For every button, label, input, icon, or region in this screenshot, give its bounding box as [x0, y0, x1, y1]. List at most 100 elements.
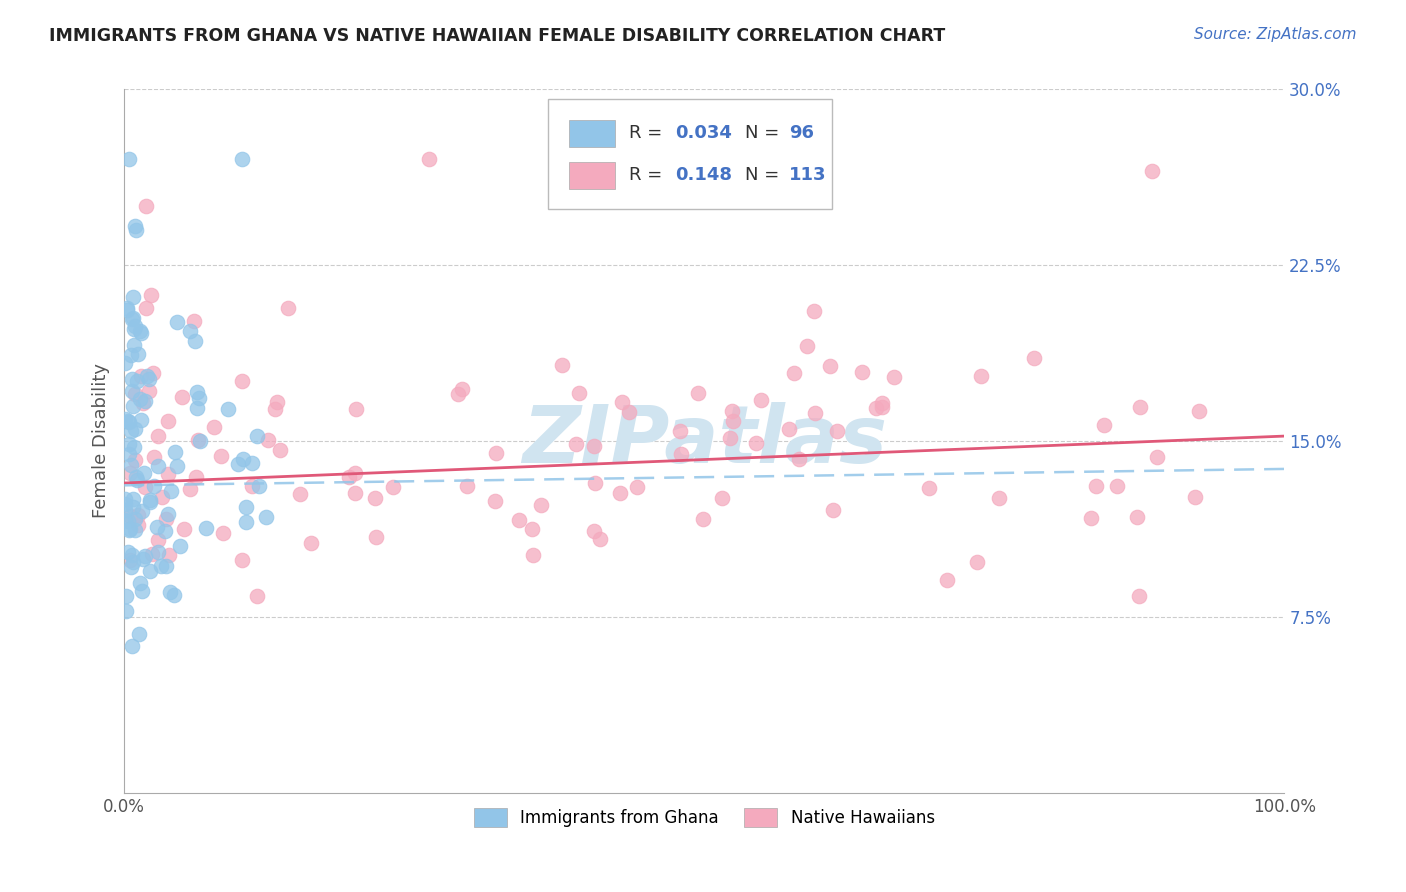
Point: [1129, 400, 1152, 414]
Point: [451, 382, 474, 396]
Point: [583, 476, 606, 491]
Point: [141, 548, 163, 562]
Point: [235, 500, 257, 515]
Point: [139, 565, 162, 579]
Point: [118, 523, 141, 537]
Point: [883, 370, 905, 384]
Point: [117, 514, 139, 528]
Point: [179, 324, 201, 338]
Point: [778, 422, 800, 436]
Bar: [568, 162, 614, 189]
Point: [609, 486, 631, 500]
Point: [160, 484, 183, 499]
Y-axis label: Female Disability: Female Disability: [93, 363, 110, 518]
Point: [787, 452, 810, 467]
Point: [146, 533, 169, 548]
Point: [125, 470, 148, 484]
Point: [122, 337, 145, 351]
Point: [456, 479, 478, 493]
Point: [254, 510, 277, 524]
Point: [288, 486, 311, 500]
Text: N =: N =: [745, 167, 785, 185]
Point: [264, 402, 287, 417]
Point: [1128, 589, 1150, 603]
Point: [118, 508, 141, 523]
Point: [522, 548, 544, 562]
Point: [146, 429, 169, 443]
Point: [612, 395, 634, 409]
Point: [508, 514, 530, 528]
Point: [131, 413, 153, 427]
Point: [118, 466, 141, 480]
Point: [484, 494, 506, 508]
Text: IMMIGRANTS FROM GHANA VS NATIVE HAWAIIAN FEMALE DISABILITY CORRELATION CHART: IMMIGRANTS FROM GHANA VS NATIVE HAWAIIAN…: [49, 27, 945, 45]
Point: [139, 287, 162, 301]
Point: [1184, 490, 1206, 504]
Point: [166, 458, 188, 473]
Point: [118, 447, 141, 461]
Point: [382, 480, 405, 494]
Point: [485, 446, 508, 460]
Point: [1084, 479, 1107, 493]
Point: [146, 520, 169, 534]
Point: [169, 539, 191, 553]
Point: [1126, 510, 1149, 524]
Point: [150, 491, 173, 505]
Point: [128, 626, 150, 640]
Point: [134, 393, 156, 408]
Point: [122, 500, 145, 515]
Point: [127, 517, 149, 532]
Point: [202, 419, 225, 434]
Point: [117, 545, 139, 559]
Point: [139, 492, 162, 507]
Point: [129, 575, 152, 590]
Point: [269, 443, 291, 458]
Point: [157, 548, 180, 562]
Point: [872, 400, 894, 414]
Point: [173, 522, 195, 536]
Point: [125, 374, 148, 388]
Point: [823, 503, 845, 517]
Point: [209, 449, 232, 463]
Point: [131, 503, 153, 517]
Point: [235, 515, 257, 529]
Point: [232, 452, 254, 467]
Point: [166, 315, 188, 329]
Point: [172, 390, 194, 404]
Point: [122, 322, 145, 336]
Point: [217, 402, 239, 417]
Point: [132, 551, 155, 566]
Point: [186, 384, 208, 399]
Point: [135, 369, 157, 384]
Point: [131, 583, 153, 598]
Point: [150, 558, 173, 573]
Point: [121, 384, 143, 399]
Point: [550, 359, 572, 373]
Point: [117, 414, 139, 428]
Point: [226, 458, 249, 472]
Point: [582, 439, 605, 453]
Point: [240, 479, 263, 493]
Text: 0.148: 0.148: [675, 167, 733, 185]
Point: [257, 433, 280, 447]
Point: [966, 555, 988, 569]
Point: [153, 524, 176, 538]
Point: [156, 414, 179, 428]
Point: [134, 480, 156, 494]
Point: [1105, 479, 1128, 493]
Point: [159, 585, 181, 599]
Point: [146, 544, 169, 558]
Point: [1024, 351, 1046, 366]
Point: [231, 374, 253, 388]
Point: [156, 467, 179, 481]
Point: [124, 422, 146, 436]
Point: [115, 589, 138, 603]
Bar: [568, 120, 614, 146]
Point: [1142, 164, 1164, 178]
Point: [155, 512, 177, 526]
Text: R =: R =: [628, 124, 668, 142]
Point: [117, 303, 139, 318]
Point: [125, 222, 148, 236]
Point: [134, 549, 156, 563]
Point: [114, 356, 136, 370]
